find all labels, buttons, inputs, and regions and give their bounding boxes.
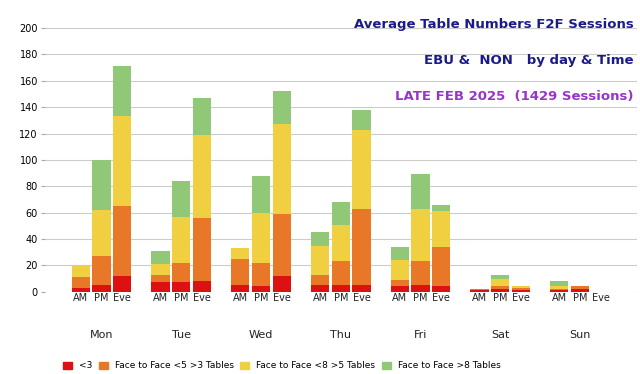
Text: EBU &  NON   by day & Time: EBU & NON by day & Time [424,54,634,67]
Legend: <3, Face to Face <5 >3 Tables, Face to Face <8 >5 Tables, Face to Face >8 Tables: <3, Face to Face <5 >3 Tables, Face to F… [63,361,500,370]
Bar [432,205,451,211]
Bar [113,66,131,116]
Bar [152,275,170,282]
Bar [550,286,568,289]
Text: Sat: Sat [491,331,509,340]
Bar [512,286,530,288]
Bar [412,174,429,209]
Bar [252,176,270,213]
Bar [273,91,291,124]
Bar [412,285,429,292]
Text: Fri: Fri [414,331,428,340]
Bar [113,276,131,292]
Bar [92,285,111,292]
Bar [231,248,250,259]
Bar [390,280,409,286]
Bar [353,130,371,209]
Bar [311,246,329,275]
Bar [252,263,270,286]
Bar [193,135,211,218]
Bar [172,217,191,263]
Bar [432,211,451,247]
Bar [512,290,530,292]
Bar [390,247,409,260]
Bar [491,289,509,292]
Bar [390,286,409,292]
Bar [353,209,371,285]
Bar [152,264,170,275]
Bar [470,289,489,290]
Text: LATE FEB 2025  (1429 Sessions): LATE FEB 2025 (1429 Sessions) [396,90,634,103]
Bar [332,261,350,285]
Bar [311,285,329,292]
Bar [353,285,371,292]
Bar [172,263,191,282]
Bar [550,289,568,290]
Bar [273,276,291,292]
Bar [273,214,291,276]
Bar [172,282,191,292]
Bar [72,266,90,277]
Bar [311,275,329,285]
Bar [470,290,489,292]
Bar [193,98,211,135]
Bar [152,251,170,264]
Text: Sun: Sun [570,331,591,340]
Bar [231,285,250,292]
Bar [491,275,509,279]
Text: Thu: Thu [330,331,351,340]
Bar [432,286,451,292]
Text: Wed: Wed [249,331,273,340]
Bar [550,281,568,286]
Bar [491,286,509,289]
Bar [92,210,111,256]
Bar [193,281,211,292]
Bar [72,288,90,292]
Bar [92,160,111,210]
Bar [311,232,329,246]
Bar [231,259,250,285]
Bar [571,289,589,292]
Text: Average Table Numbers F2F Sessions: Average Table Numbers F2F Sessions [354,18,634,31]
Bar [92,256,111,285]
Text: Mon: Mon [90,331,113,340]
Bar [252,213,270,263]
Bar [273,124,291,214]
Bar [491,279,509,286]
Bar [390,260,409,280]
Bar [512,288,530,290]
Bar [332,224,350,261]
Bar [332,285,350,292]
Text: Tue: Tue [172,331,191,340]
Bar [113,116,131,206]
Bar [332,202,350,224]
Bar [72,277,90,288]
Bar [152,282,170,292]
Bar [412,209,429,261]
Bar [412,261,429,285]
Bar [113,206,131,276]
Bar [571,286,589,289]
Bar [193,218,211,281]
Bar [252,286,270,292]
Bar [172,181,191,217]
Bar [550,290,568,292]
Bar [353,110,371,130]
Bar [432,247,451,286]
